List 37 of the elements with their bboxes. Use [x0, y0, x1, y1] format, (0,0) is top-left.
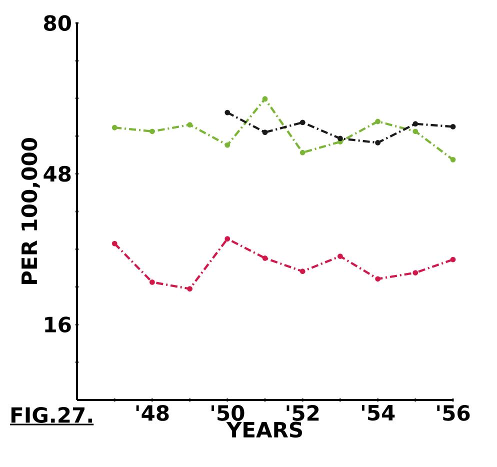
x-tick-label: '48 — [136, 405, 169, 421]
x-tick-label: '52 — [286, 405, 319, 421]
point — [262, 96, 268, 102]
point — [375, 276, 381, 282]
y-tick-label: 48 — [44, 166, 71, 182]
point — [112, 240, 118, 246]
y-tick-label: 80 — [44, 15, 71, 31]
point — [224, 236, 230, 242]
point — [375, 118, 381, 124]
x-tick-label: '50 — [212, 405, 244, 421]
point — [412, 128, 418, 134]
point — [224, 110, 230, 116]
point — [300, 120, 306, 126]
point — [450, 124, 456, 130]
point — [262, 255, 268, 261]
point — [412, 121, 418, 127]
point — [450, 256, 456, 262]
x-axis-title: YEARS — [226, 422, 302, 438]
point — [450, 156, 456, 162]
point — [150, 279, 155, 285]
x-tick-label: '56 — [437, 405, 470, 421]
point — [338, 136, 343, 142]
y-tick-label: 16 — [45, 316, 71, 333]
point — [338, 254, 343, 259]
y-axis-title: PER 100,000 — [21, 138, 40, 284]
point — [262, 130, 268, 136]
point — [187, 122, 193, 128]
x-tick-label: '54 — [362, 405, 395, 421]
point — [224, 142, 230, 148]
point — [412, 270, 418, 276]
point — [300, 268, 306, 274]
point — [112, 124, 118, 130]
point — [187, 286, 193, 292]
point — [150, 128, 155, 134]
point — [375, 140, 381, 146]
caption: FIG.27. — [11, 407, 92, 423]
point — [300, 150, 306, 156]
